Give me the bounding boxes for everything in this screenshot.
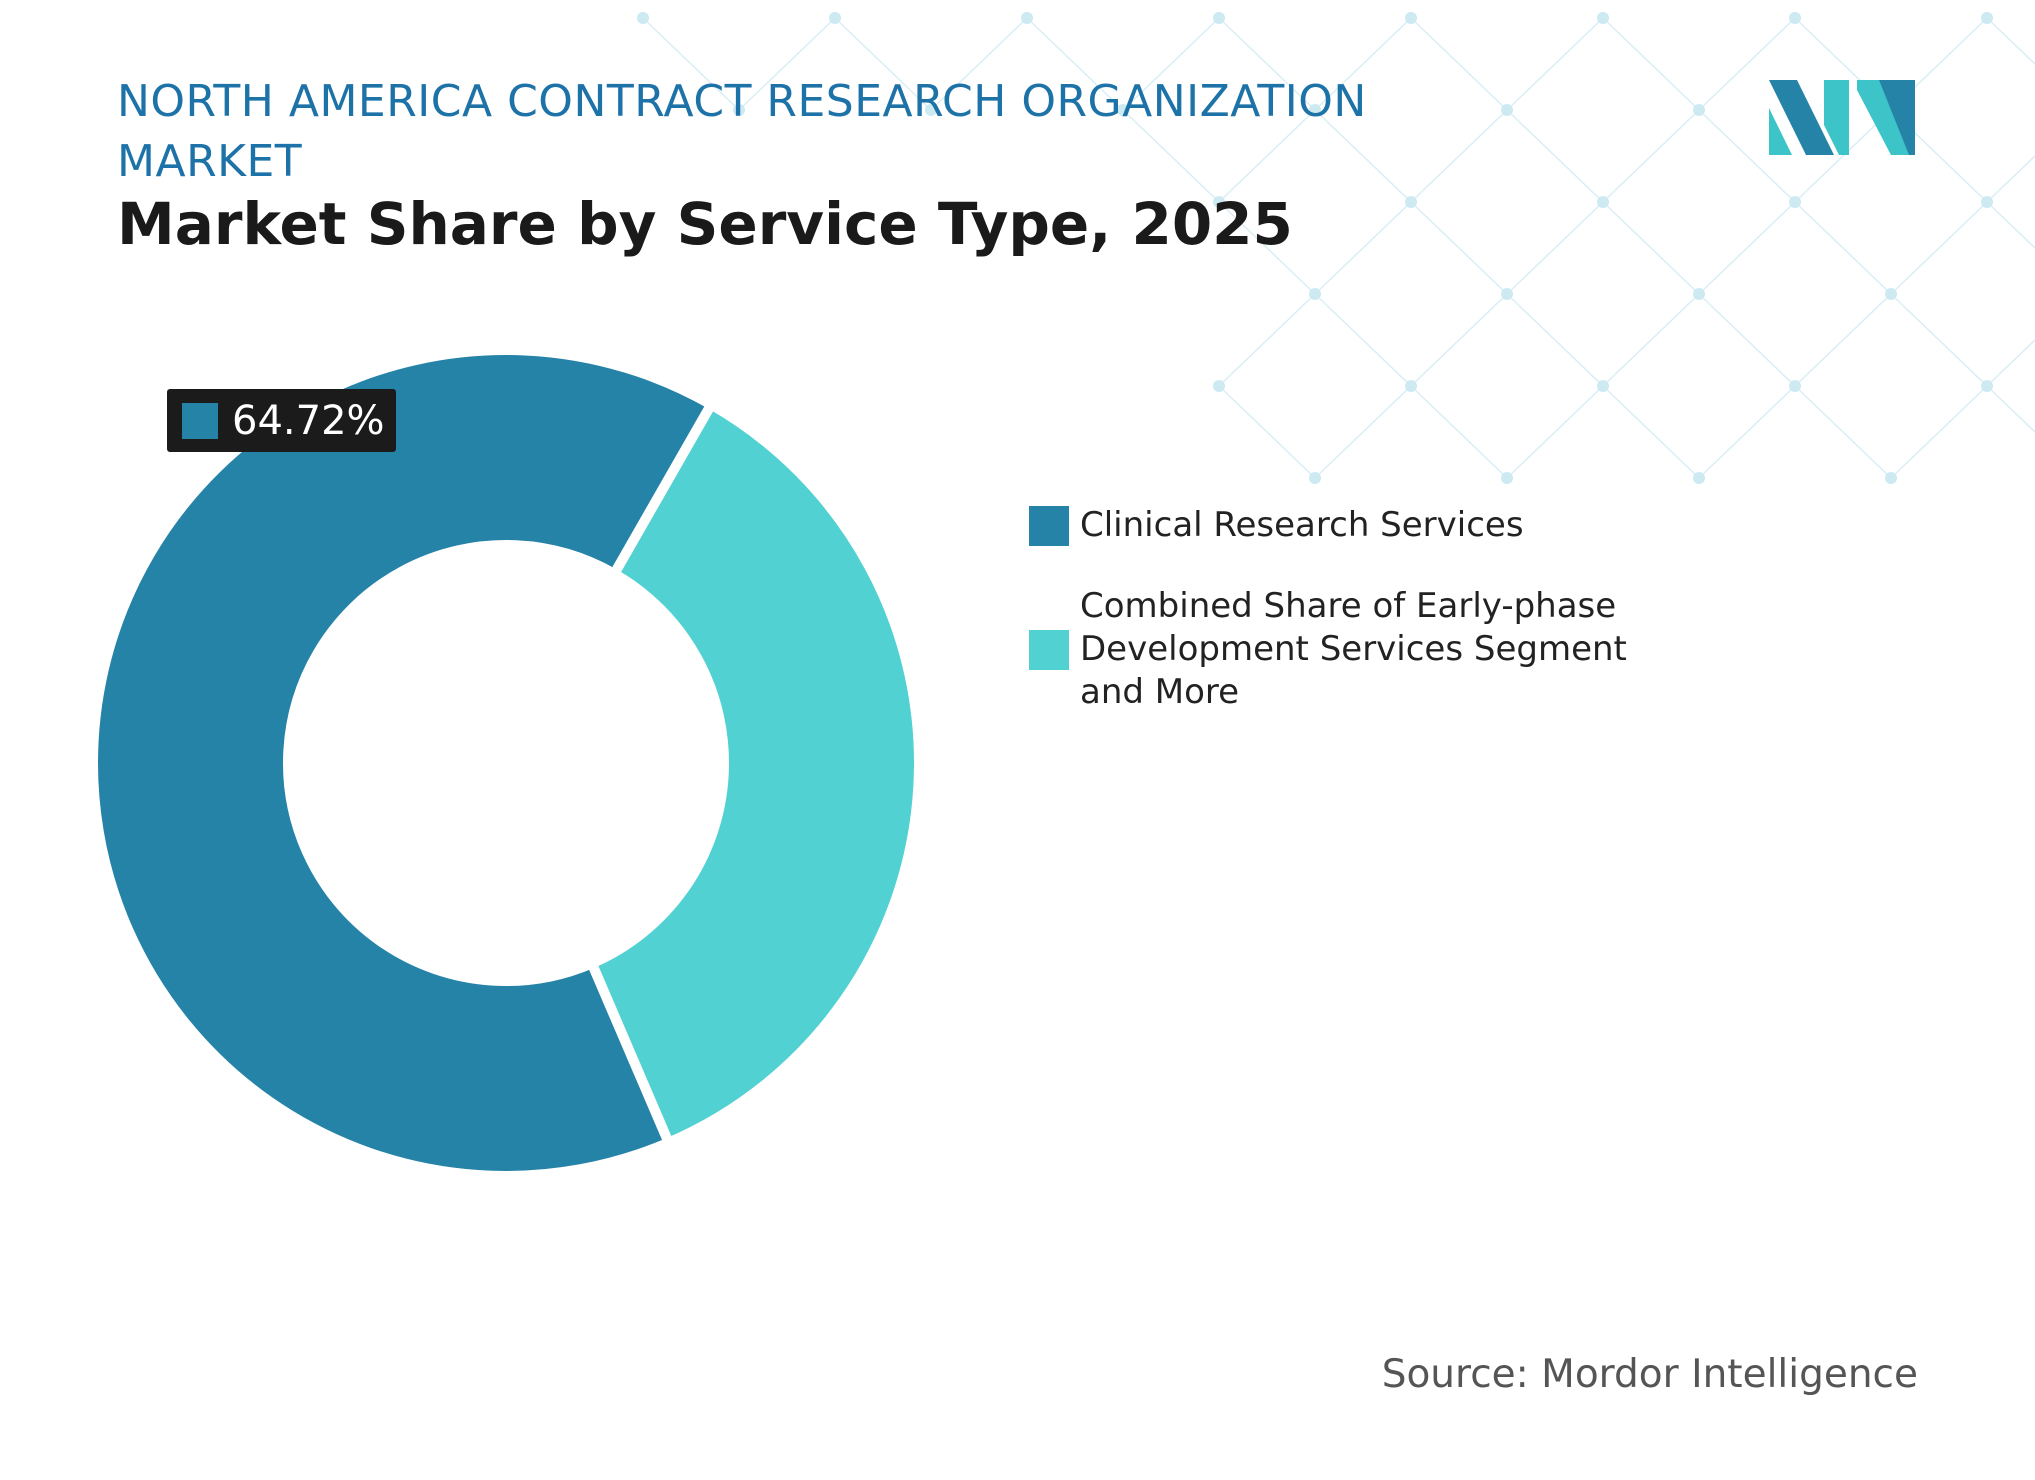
chart-subtitle: NORTH AMERICA CONTRACT RESEARCH ORGANIZA… bbox=[117, 76, 1367, 187]
pattern-dot bbox=[1309, 472, 1321, 484]
pattern-dot bbox=[1405, 380, 1417, 392]
pattern-dot bbox=[1021, 12, 1033, 24]
mordor-intelligence-logo bbox=[1769, 80, 1915, 155]
pattern-line bbox=[1794, 109, 1892, 203]
pattern-line bbox=[1890, 201, 1988, 295]
legend-label: Combined Share of Early-phase Developmen… bbox=[1080, 586, 1627, 712]
pattern-line bbox=[834, 17, 932, 111]
pattern-dot bbox=[1597, 196, 1609, 208]
pattern-line bbox=[1410, 201, 1508, 295]
pattern-line bbox=[930, 17, 1028, 111]
pattern-line bbox=[1410, 109, 1508, 203]
pattern-line bbox=[738, 17, 836, 111]
pattern-dot bbox=[1213, 380, 1225, 392]
donut-slice-0 bbox=[88, 345, 719, 1181]
pattern-line bbox=[642, 17, 740, 111]
pattern-dot bbox=[1981, 380, 1993, 392]
pattern-line bbox=[1218, 201, 1316, 295]
pattern-line bbox=[1698, 109, 1796, 203]
pattern-line bbox=[1986, 338, 2035, 387]
pattern-dot bbox=[1501, 472, 1513, 484]
pattern-dot bbox=[1405, 196, 1417, 208]
pattern-dot bbox=[1213, 196, 1225, 208]
pattern-line bbox=[1218, 109, 1316, 203]
pattern-line bbox=[1410, 17, 1508, 111]
data-label-value: 64.72% bbox=[232, 397, 385, 444]
pattern-dot bbox=[1885, 288, 1897, 300]
pattern-line bbox=[1890, 385, 1988, 479]
pattern-line bbox=[1314, 109, 1412, 203]
pattern-dot bbox=[1789, 380, 1801, 392]
pattern-line bbox=[1890, 293, 1988, 387]
pattern-line bbox=[1122, 17, 1220, 111]
pattern-dot bbox=[1309, 288, 1321, 300]
pattern-dot bbox=[1693, 104, 1705, 116]
chart-title: Market Share by Service Type, 2025 bbox=[117, 190, 1293, 258]
pattern-dot bbox=[637, 12, 649, 24]
pattern-line bbox=[1218, 17, 1316, 111]
pattern-line bbox=[1314, 293, 1412, 387]
pattern-line bbox=[1986, 385, 2035, 434]
pattern-dot bbox=[1597, 380, 1609, 392]
pattern-dot bbox=[1597, 12, 1609, 24]
legend-item-early-phase[interactable]: Combined Share of Early-phase Developmen… bbox=[1029, 585, 1680, 714]
pattern-line bbox=[1698, 201, 1796, 295]
pattern-line bbox=[1698, 17, 1796, 111]
pattern-line bbox=[1506, 201, 1604, 295]
source-note: Source: Mordor Intelligence bbox=[1381, 1352, 1918, 1397]
pattern-line bbox=[1698, 293, 1796, 387]
legend-swatch bbox=[1029, 505, 1069, 546]
pattern-dot bbox=[1117, 104, 1129, 116]
pattern-dot bbox=[829, 12, 841, 24]
pattern-dot bbox=[1693, 288, 1705, 300]
pattern-line bbox=[1410, 385, 1508, 479]
data-label-clinical: 64.72% bbox=[167, 389, 396, 452]
pattern-line bbox=[1794, 385, 1892, 479]
pattern-dot bbox=[1309, 104, 1321, 116]
pattern-line bbox=[1602, 17, 1700, 111]
pattern-line bbox=[1602, 201, 1700, 295]
pattern-dot bbox=[1405, 12, 1417, 24]
pattern-line bbox=[1986, 201, 2035, 250]
pattern-dot bbox=[1789, 12, 1801, 24]
pattern-line bbox=[1314, 201, 1412, 295]
pattern-line bbox=[1506, 109, 1604, 203]
pattern-line bbox=[1506, 17, 1604, 111]
data-label-swatch bbox=[182, 402, 218, 439]
pattern-dot bbox=[1981, 196, 1993, 208]
donut-slice-1 bbox=[585, 397, 924, 1150]
pattern-dot bbox=[1213, 12, 1225, 24]
pattern-line bbox=[1506, 293, 1604, 387]
pattern-line bbox=[1602, 293, 1700, 387]
pattern-line bbox=[1314, 385, 1412, 479]
donut-chart bbox=[88, 345, 924, 1181]
pattern-dot bbox=[733, 104, 745, 116]
pattern-line bbox=[1410, 293, 1508, 387]
pattern-dot bbox=[1981, 12, 1993, 24]
legend-item-clinical[interactable]: Clinical Research Services bbox=[1029, 504, 1680, 547]
pattern-line bbox=[1986, 154, 2035, 203]
pattern-line bbox=[1122, 109, 1220, 203]
pattern-line bbox=[1794, 293, 1892, 387]
pattern-line bbox=[1218, 293, 1316, 387]
legend-label: Clinical Research Services bbox=[1080, 505, 1524, 545]
pattern-dot bbox=[1885, 472, 1897, 484]
pattern-dot bbox=[925, 104, 937, 116]
pattern-line bbox=[1602, 385, 1700, 479]
pattern-line bbox=[1698, 385, 1796, 479]
legend-swatch bbox=[1029, 629, 1069, 670]
pattern-line bbox=[1986, 17, 2035, 66]
pattern-line bbox=[1602, 109, 1700, 203]
pattern-line bbox=[1506, 385, 1604, 479]
pattern-line bbox=[1026, 17, 1124, 111]
pattern-line bbox=[1794, 201, 1892, 295]
pattern-dot bbox=[1693, 472, 1705, 484]
pattern-line bbox=[1314, 17, 1412, 111]
pattern-dot bbox=[1789, 196, 1801, 208]
pattern-dot bbox=[1501, 288, 1513, 300]
pattern-dot bbox=[1501, 104, 1513, 116]
pattern-line bbox=[1218, 385, 1316, 479]
